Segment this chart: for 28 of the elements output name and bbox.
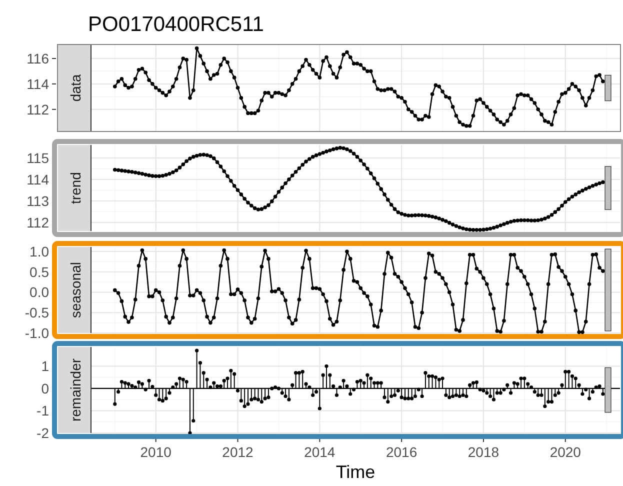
y-axis-title: seasonal <box>68 262 84 318</box>
y-tick-label: -2 <box>36 424 50 441</box>
y-tick-label: 112 <box>26 214 50 230</box>
y-tick-label: 115 <box>26 150 50 166</box>
y-tick-label: 114 <box>26 76 50 92</box>
x-tick-label: 2010 <box>140 444 172 460</box>
y-tick-label: 0 <box>41 380 50 396</box>
y-axis-title: data <box>68 74 84 102</box>
y-tick-label: -0.5 <box>24 304 50 321</box>
y-tick-label: 0.0 <box>30 284 50 300</box>
y-axis-title: remainder <box>68 358 84 422</box>
x-tick-label: 2014 <box>304 444 336 460</box>
y-axis-title: trend <box>68 172 84 204</box>
y-tick-label: 1 <box>41 358 50 374</box>
y-tick-label: 113 <box>26 192 50 209</box>
chart-title: PO0170400RC511 <box>88 13 264 36</box>
x-tick-label: 2016 <box>386 444 418 460</box>
y-tick-label: 0.5 <box>30 264 50 280</box>
y-tick-label: -1 <box>36 402 50 419</box>
x-tick-label: 2012 <box>222 444 254 460</box>
x-tick-label: 2018 <box>468 444 500 460</box>
y-tick-label: 1.0 <box>30 243 50 260</box>
y-tick-label: 116 <box>26 50 50 66</box>
x-axis-title: Time <box>336 462 376 482</box>
y-tick-label: -1.0 <box>24 324 50 341</box>
y-tick-label: 112 <box>26 101 50 118</box>
x-tick-label: 2020 <box>550 444 582 460</box>
y-tick-label: 114 <box>26 171 50 188</box>
